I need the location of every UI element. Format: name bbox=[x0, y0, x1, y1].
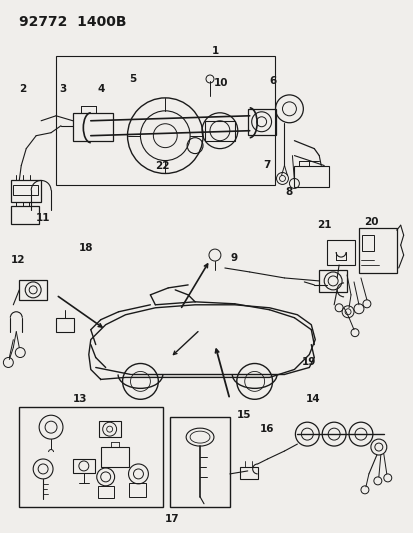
Text: 16: 16 bbox=[259, 424, 273, 434]
Text: 19: 19 bbox=[301, 357, 316, 367]
Bar bbox=[13, 185, 38, 196]
Text: 6: 6 bbox=[268, 76, 275, 86]
Bar bbox=[19, 407, 163, 507]
Text: 5: 5 bbox=[128, 74, 136, 84]
Bar bbox=[98, 421, 120, 437]
Bar bbox=[294, 166, 328, 188]
Bar bbox=[100, 447, 128, 467]
Text: 12: 12 bbox=[11, 255, 26, 265]
Bar bbox=[170, 417, 229, 507]
Bar bbox=[326, 240, 354, 265]
Text: 1: 1 bbox=[211, 46, 218, 56]
Text: 11: 11 bbox=[36, 213, 50, 223]
Text: 20: 20 bbox=[363, 217, 377, 227]
Text: 9: 9 bbox=[230, 253, 237, 263]
Text: 92772  1400B: 92772 1400B bbox=[19, 15, 126, 29]
Text: 8: 8 bbox=[285, 188, 292, 197]
Bar bbox=[361, 235, 373, 251]
Bar bbox=[56, 56, 274, 185]
Bar bbox=[19, 280, 47, 300]
Bar bbox=[247, 109, 275, 135]
Text: 3: 3 bbox=[59, 84, 66, 94]
Bar bbox=[239, 467, 257, 479]
Bar bbox=[73, 459, 95, 473]
Bar bbox=[318, 270, 346, 292]
Text: 21: 21 bbox=[316, 220, 331, 230]
Text: 22: 22 bbox=[155, 160, 169, 171]
Text: 2: 2 bbox=[19, 84, 27, 94]
Bar bbox=[204, 121, 234, 141]
Text: 13: 13 bbox=[72, 394, 87, 405]
Text: 15: 15 bbox=[236, 410, 250, 420]
Text: 14: 14 bbox=[305, 394, 320, 405]
Bar bbox=[97, 486, 113, 498]
Text: 18: 18 bbox=[78, 243, 93, 253]
Bar bbox=[128, 483, 146, 497]
Bar bbox=[56, 318, 74, 332]
Bar bbox=[73, 113, 112, 141]
Text: 17: 17 bbox=[164, 514, 179, 524]
Bar bbox=[358, 228, 396, 273]
Text: 4: 4 bbox=[97, 84, 104, 94]
Bar bbox=[11, 206, 39, 224]
Bar bbox=[11, 181, 41, 203]
Text: 10: 10 bbox=[213, 78, 228, 88]
Text: 7: 7 bbox=[262, 159, 270, 169]
